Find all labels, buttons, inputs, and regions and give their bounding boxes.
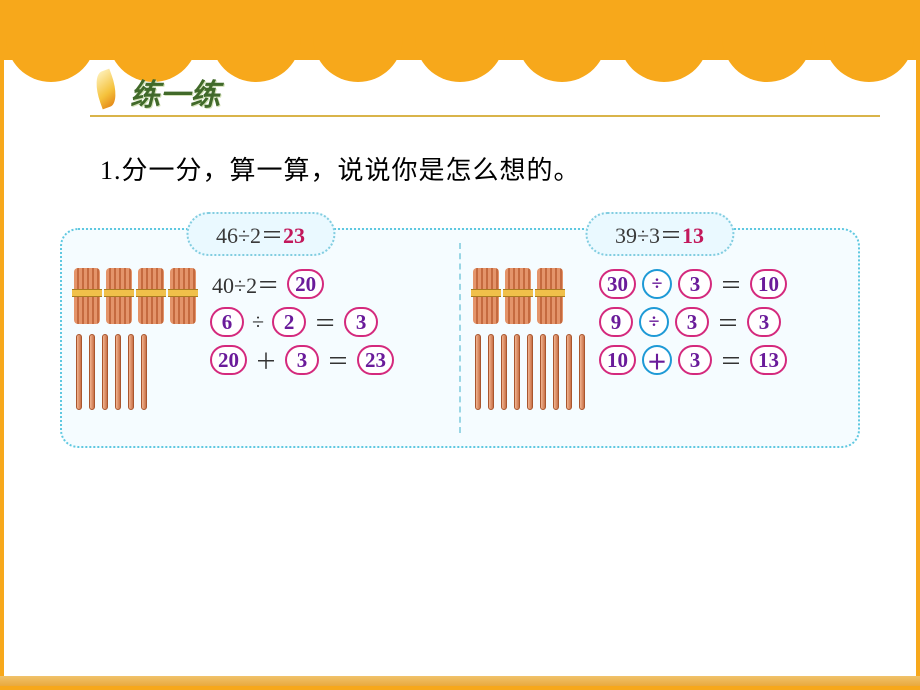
exercise-panel: 46÷2＝23 40÷2＝206÷2＝320＋3＝23 39÷3＝13 30÷3… (60, 228, 860, 448)
sticks-left (74, 268, 196, 410)
title-text: 练一练 (130, 70, 220, 114)
bundle-icon (537, 268, 563, 324)
stick-icon (566, 334, 572, 410)
panel-left: 46÷2＝23 40÷2＝206÷2＝320＋3＝23 (62, 230, 459, 446)
stick-icon (514, 334, 520, 410)
answer-capsule: 3 (285, 345, 319, 375)
section-title: 练一练 (90, 70, 220, 114)
equation-text: ＋ (253, 344, 279, 376)
question-text: 1.分一分，算一算，说说你是怎么想的。 (100, 150, 581, 187)
stick-icon (501, 334, 507, 410)
answer-capsule: 13 (750, 345, 787, 375)
equation-line: 6÷2＝3 (210, 306, 394, 338)
operator-circle: ÷ (639, 307, 669, 337)
equation-line: 30÷3＝10 (599, 268, 787, 300)
operator-circle: ÷ (642, 269, 672, 299)
bundle-icon (473, 268, 499, 324)
stick-icon (141, 334, 147, 410)
equations-right: 30÷3＝109÷3＝310＋3＝13 (599, 268, 787, 376)
equation-line: 9÷3＝3 (599, 306, 787, 338)
bundle-icon (170, 268, 196, 324)
stick-icon (488, 334, 494, 410)
stick-icon (89, 334, 95, 410)
equation-line: 40÷2＝20 (210, 268, 394, 300)
stick-icon (540, 334, 546, 410)
bundle-icon (138, 268, 164, 324)
answer: 23 (283, 223, 305, 248)
feather-icon (90, 71, 120, 113)
equation-line: 20＋3＝23 (210, 344, 394, 376)
expr: 39÷3＝ (615, 223, 682, 248)
answer: 13 (682, 223, 704, 248)
equation-text: ＝ (715, 306, 741, 338)
equation-text: ＝ (718, 268, 744, 300)
answer-capsule: 2 (272, 307, 306, 337)
stick-icon (76, 334, 82, 410)
answer-capsule: 3 (344, 307, 378, 337)
equation-text: ÷ (250, 309, 266, 335)
stick-icon (475, 334, 481, 410)
stick-icon (128, 334, 134, 410)
answer-capsule: 10 (599, 345, 636, 375)
bundle-icon (505, 268, 531, 324)
operator-circle: ＋ (642, 345, 672, 375)
answer-capsule: 3 (675, 307, 709, 337)
stick-icon (579, 334, 585, 410)
problem-header-right: 39÷3＝13 (585, 212, 734, 256)
equation-line: 10＋3＝13 (599, 344, 787, 376)
answer-capsule: 6 (210, 307, 244, 337)
equation-text: ＝ (312, 306, 338, 338)
expr: 46÷2＝ (216, 223, 283, 248)
equations-left: 40÷2＝206÷2＝320＋3＝23 (210, 268, 394, 376)
answer-capsule: 3 (678, 345, 712, 375)
answer-capsule: 3 (747, 307, 781, 337)
stick-icon (115, 334, 121, 410)
stick-icon (102, 334, 108, 410)
equation-text: ＝ (718, 344, 744, 376)
answer-capsule: 20 (287, 269, 324, 299)
footer-bar (0, 676, 920, 686)
sticks-right (473, 268, 585, 410)
problem-header-left: 46÷2＝23 (186, 212, 335, 256)
answer-capsule: 10 (750, 269, 787, 299)
equation-text: ＝ (325, 344, 351, 376)
answer-capsule: 20 (210, 345, 247, 375)
answer-capsule: 3 (678, 269, 712, 299)
stick-icon (527, 334, 533, 410)
bundle-icon (106, 268, 132, 324)
stick-icon (553, 334, 559, 410)
panel-right: 39÷3＝13 30÷3＝109÷3＝310＋3＝13 (461, 230, 858, 446)
equation-text: 40÷2＝ (210, 268, 281, 300)
title-underline (90, 115, 880, 117)
bundle-icon (74, 268, 100, 324)
answer-capsule: 30 (599, 269, 636, 299)
answer-capsule: 9 (599, 307, 633, 337)
answer-capsule: 23 (357, 345, 394, 375)
